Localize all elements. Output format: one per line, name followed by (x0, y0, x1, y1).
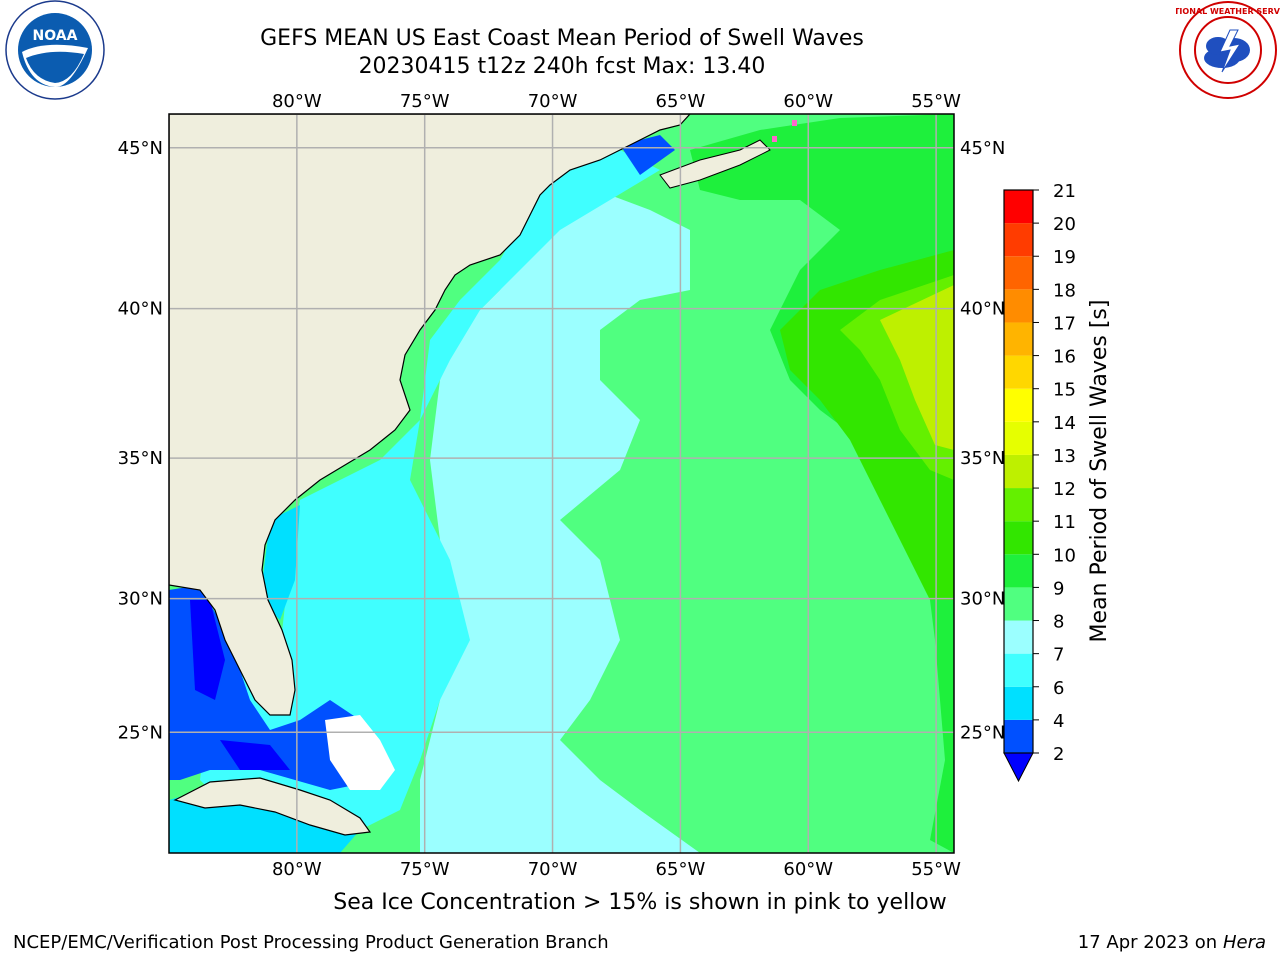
noaa-logo: NOAA (5, 0, 105, 100)
colorbar-tick-label: 13 (1053, 446, 1076, 467)
colorbar-segment (1004, 190, 1033, 224)
colorbar-segment (1004, 686, 1033, 720)
lon-label-top: 55°W (911, 91, 961, 112)
colorbar-tick-label: 10 (1053, 545, 1076, 566)
sea-ice-marker (792, 120, 797, 126)
lat-label-left: 45°N (118, 138, 163, 159)
lon-label-bottom: 80°W (272, 859, 322, 880)
map-axis-labels: 80°W 80°W 75°W 75°W 70°W 70°W 65°W 65°W 60°W 60°W… (118, 91, 1006, 880)
colorbar-segment (1004, 620, 1033, 654)
noaa-logo-text: NOAA (33, 28, 78, 44)
sea-ice-marker (772, 136, 777, 142)
colorbar-tick-label: 11 (1053, 512, 1076, 533)
lat-label-right: 30°N (960, 589, 1005, 610)
swell-under-2-region (190, 600, 225, 700)
gulf-stlawrence-region (620, 135, 675, 175)
graticule (169, 114, 954, 853)
colorbar-tick-label: 4 (1053, 711, 1064, 732)
lat-label-left: 35°N (118, 448, 163, 469)
colorbar-tick-label: 20 (1053, 214, 1076, 235)
colorbar-label: Mean Period of Swell Waves [s] (1087, 300, 1112, 643)
footer-date-text: 17 Apr 2023 on (1077, 932, 1223, 953)
lat-label-left: 40°N (118, 299, 163, 320)
lon-label-top: 80°W (272, 91, 322, 112)
colorbar-tick-label: 18 (1053, 280, 1076, 301)
lat-label-right: 40°N (960, 299, 1005, 320)
colorbar-segment (1004, 554, 1033, 588)
colorbar-segment (1004, 256, 1033, 290)
footer-date: 17 Apr 2023 on Hera (1078, 932, 1266, 953)
colorbar-segment (1004, 388, 1033, 422)
sea-ice-note: Sea Ice Concentration > 15% is shown in … (333, 890, 947, 915)
lat-label-left: 30°N (118, 589, 163, 610)
colorbar-tick-label: 17 (1053, 313, 1076, 334)
chart-subtitle: 20230415 t12z 240h fcst Max: 13.40 (358, 54, 766, 79)
lon-label-bottom: 75°W (400, 859, 450, 880)
swell-8-9-region (420, 195, 700, 853)
lon-label-top: 75°W (400, 91, 450, 112)
colorbar-segment (1004, 719, 1033, 753)
lon-label-bottom: 70°W (528, 859, 578, 880)
colorbar-segment (1004, 322, 1033, 356)
chart-title: GEFS MEAN US East Coast Mean Period of S… (260, 26, 864, 51)
colorbar-segment (1004, 421, 1033, 455)
colorbar-frame (1003, 189, 1034, 754)
colorbar-tick-label: 15 (1053, 380, 1076, 401)
colorbar-tick-label: 8 (1053, 612, 1064, 633)
lon-label-top: 60°W (783, 91, 833, 112)
nws-logo: NATIONAL WEATHER SERVICE (1176, 1, 1280, 99)
colorbar-segment (1004, 289, 1033, 323)
footer-host: Hera (1222, 932, 1266, 953)
colorbar-segment (1004, 488, 1033, 522)
colorbar-under-triangle (1003, 752, 1034, 783)
swell-under-2-region-2 (220, 740, 290, 770)
colorbar-tick-label: 21 (1053, 181, 1076, 202)
colorbar-segment (1004, 223, 1033, 257)
colorbar-tick-label: 7 (1053, 645, 1064, 666)
lat-label-right: 35°N (960, 448, 1005, 469)
colorbar-segment (1004, 653, 1033, 687)
colorbar-tick-label: 2 (1053, 744, 1064, 765)
colorbar-tick-label: 9 (1053, 578, 1064, 599)
colorbar-tick-label: 6 (1053, 678, 1064, 699)
colorbar-tick-label: 12 (1053, 479, 1076, 500)
nws-logo-text: NATIONAL WEATHER SERVICE (1176, 7, 1280, 16)
footer-credit: NCEP/EMC/Verification Post Processing Pr… (13, 932, 609, 953)
swell-2-4-region (169, 585, 380, 790)
lat-label-right: 25°N (960, 722, 1005, 743)
map-field (169, 114, 954, 853)
lat-label-left: 25°N (118, 722, 163, 743)
colorbar-tick-label: 19 (1053, 247, 1076, 268)
colorbar-tick-label: 14 (1053, 413, 1076, 434)
swell-7-8-region (200, 150, 660, 840)
colorbar-segment (1004, 454, 1033, 489)
colorbar-segment (1004, 587, 1033, 621)
lon-label-top: 70°W (528, 91, 578, 112)
lon-label-bottom: 60°W (783, 859, 833, 880)
colorbar-segment (1004, 355, 1033, 389)
north-america-land (169, 114, 691, 716)
lat-label-right: 45°N (960, 138, 1005, 159)
bahamas-banks (325, 715, 395, 790)
colorbar-tick-label: 16 (1053, 347, 1076, 368)
map-frame (168, 113, 955, 854)
lon-label-bottom: 65°W (656, 859, 706, 880)
cuba-land (173, 777, 372, 836)
colorbar-segment (1004, 521, 1033, 555)
lon-label-bottom: 55°W (911, 859, 961, 880)
lon-label-top: 65°W (656, 91, 706, 112)
